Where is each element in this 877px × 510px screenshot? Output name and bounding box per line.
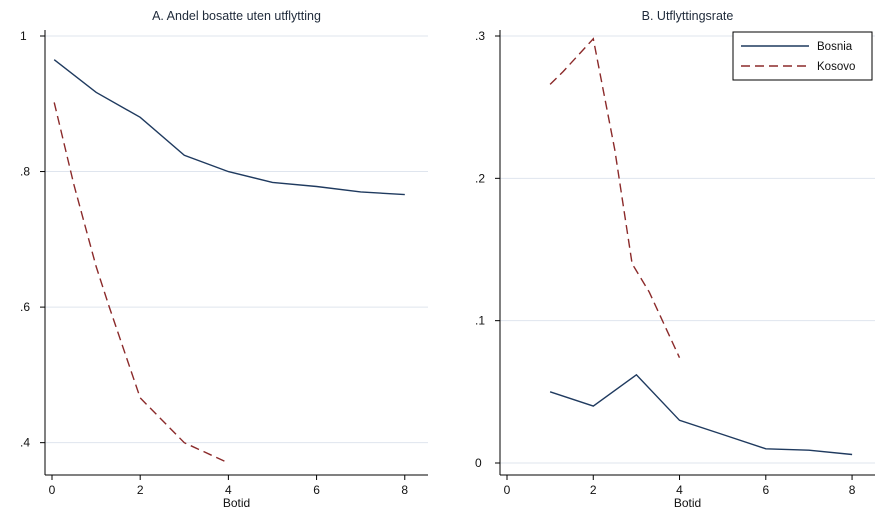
- series-line-bosnia: [549, 373, 853, 456]
- x-tick-label-3: 6: [313, 483, 320, 497]
- chart-title: A. Andel bosatte uten utflytting: [152, 9, 321, 23]
- x-axis-label: Botid: [674, 496, 701, 510]
- x-axis-label: Botid: [223, 496, 250, 510]
- x-tick-label-1: 2: [137, 483, 144, 497]
- series-line-kosovo: [53, 102, 229, 464]
- x-tick-label-0: 0: [504, 483, 511, 497]
- y-tick-label-1: .6: [20, 300, 30, 314]
- series-line-bosnia: [53, 59, 405, 196]
- y-tick-label-2: .2: [475, 171, 485, 185]
- y-tick-label-3: 1: [20, 29, 27, 43]
- panel-a: .4 .6 .8 1 0 2 4 6 8 Botid A. Andel bosatte uten u…: [20, 9, 428, 510]
- legend-label-kosovo: Kosovo: [817, 61, 855, 73]
- panel-b: 0 .1 .2 .3 0 2 4 6 8 Botid B. Utflyttingsrate Bosni…: [475, 9, 875, 510]
- chart-title: B. Utflyttingsrate: [642, 9, 734, 23]
- y-tick-label-1: .1: [475, 314, 485, 328]
- y-tick-label-0: 0: [475, 456, 482, 470]
- series-line-kosovo: [549, 37, 681, 358]
- x-tick-label-1: 2: [590, 483, 597, 497]
- x-tick-label-3: 6: [762, 483, 769, 497]
- x-tick-label-4: 8: [849, 483, 856, 497]
- x-tick-label-2: 4: [225, 483, 232, 497]
- legend-box: [732, 31, 873, 81]
- y-tick-label-2: .8: [20, 165, 30, 179]
- x-tick-label-0: 0: [49, 483, 56, 497]
- x-tick-label-4: 8: [401, 483, 408, 497]
- y-tick-label-0: .4: [20, 436, 30, 450]
- legend-label-bosnia: Bosnia: [817, 41, 853, 53]
- x-tick-label-2: 4: [676, 483, 683, 497]
- y-tick-label-3: .3: [475, 29, 485, 43]
